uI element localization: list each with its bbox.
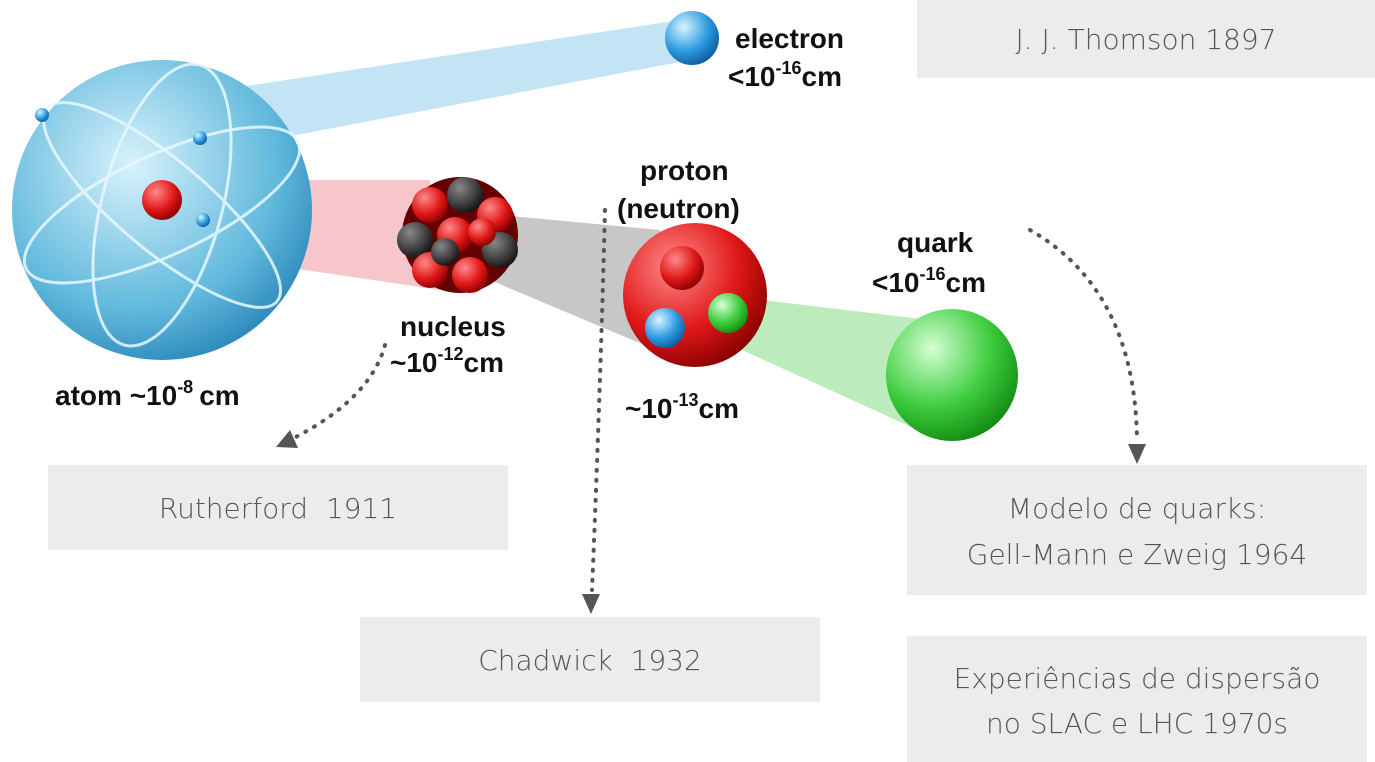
- label: proton: [640, 155, 729, 186]
- label-part: cm: [464, 347, 504, 378]
- label-part: cm: [699, 393, 739, 424]
- label-part: -16: [920, 264, 946, 284]
- box: [907, 636, 1367, 762]
- label: nucleus: [400, 311, 506, 342]
- label: electron: [735, 23, 844, 54]
- label-part: (neutron): [617, 193, 740, 224]
- label-part: ~10: [625, 393, 673, 424]
- label-part: -12: [438, 344, 464, 364]
- label-part: proton: [640, 155, 729, 186]
- label-part: cm: [802, 61, 842, 92]
- orbits: [22, 62, 302, 348]
- electron-sphere: [665, 11, 719, 65]
- box: [360, 617, 820, 702]
- box: [48, 465, 508, 550]
- electron-dot: [196, 213, 210, 227]
- electron-dot: [35, 108, 49, 122]
- electron-dot: [193, 131, 207, 145]
- label: quark: [897, 227, 974, 258]
- arrowhead: [276, 430, 298, 448]
- label-part: cm: [946, 267, 986, 298]
- box-text: Modelo de quarks:: [1008, 492, 1266, 525]
- label-part: -13: [673, 390, 699, 410]
- arrowhead: [582, 594, 600, 614]
- label-part: electron: [735, 23, 844, 54]
- label-part: -16: [776, 58, 802, 78]
- arrow: [1028, 228, 1139, 442]
- box-text: Rutherford 1911: [159, 492, 397, 525]
- arrowhead: [1128, 444, 1146, 464]
- arrow: [590, 208, 607, 592]
- beam: [720, 295, 940, 440]
- proton-sphere: [623, 223, 767, 367]
- label: atom ~10-8 cm: [55, 377, 240, 411]
- box-text: no SLAC e LHC 1970s: [986, 707, 1288, 740]
- label-part: <10: [872, 267, 920, 298]
- quark-sphere: [886, 309, 1018, 441]
- nucleus-cluster: [397, 177, 518, 293]
- label: ~10-12cm: [390, 344, 504, 378]
- label-part: quark: [897, 227, 974, 258]
- box: [917, 0, 1375, 78]
- atom-nucleus: [142, 180, 182, 220]
- label-part: ~10: [130, 380, 178, 411]
- box-text: J. J. Thomson 1897: [1016, 23, 1277, 56]
- label-part: ~10: [390, 347, 438, 378]
- label: (neutron): [617, 193, 740, 224]
- box-text: Experiências de dispersão: [954, 662, 1321, 695]
- quark-dot: [645, 308, 685, 348]
- beam: [220, 20, 690, 140]
- label-part: <10: [728, 61, 776, 92]
- quark-dot: [660, 246, 704, 290]
- label: ~10-13cm: [625, 390, 739, 424]
- label-part: -8: [177, 377, 193, 397]
- box-text: Chadwick 1932: [478, 644, 702, 677]
- label-part: atom: [55, 380, 122, 411]
- box: [907, 465, 1367, 595]
- label-part: cm: [199, 380, 239, 411]
- label: <10-16cm: [872, 264, 986, 298]
- box-text: Gell-Mann e Zweig 1964: [967, 538, 1307, 571]
- quark-dot: [708, 293, 748, 333]
- label: <10-16cm: [728, 58, 842, 92]
- arrow: [288, 343, 387, 442]
- label-part: nucleus: [400, 311, 506, 342]
